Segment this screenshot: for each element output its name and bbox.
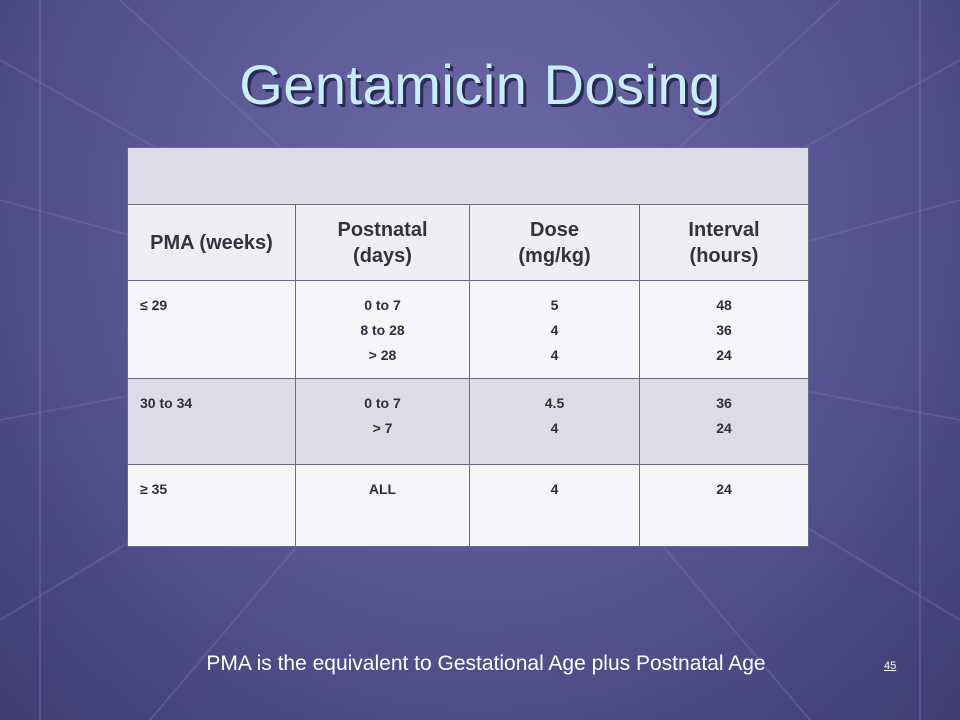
page-number: 45 <box>884 660 897 672</box>
header-interval: Interval (hours) <box>639 204 809 281</box>
header-postnatal: Postnatal (days) <box>295 204 470 281</box>
table-header-row: PMA (weeks) Postnatal (days) Dose (mg/kg… <box>127 204 809 281</box>
cell-pma: ≤ 29 <box>127 280 296 379</box>
cell-postnatal: 0 to 7 > 7 <box>295 378 470 465</box>
header-pma: PMA (weeks) <box>127 204 296 281</box>
cell-postnatal: 0 to 7 8 to 28 > 28 <box>295 280 470 379</box>
cell-pma: ≥ 35 <box>127 464 296 547</box>
table-row: 30 to 34 0 to 7 > 7 4.5 4 36 24 <box>127 378 809 465</box>
header-dose: Dose (mg/kg) <box>469 204 640 281</box>
cell-interval: 36 24 <box>639 378 809 465</box>
slide-footnote: PMA is the equivalent to Gestational Age… <box>206 652 766 675</box>
table-blank-cell <box>127 147 809 205</box>
gentamicin-dosing-table: PMA (weeks) Postnatal (days) Dose (mg/kg… <box>127 147 809 547</box>
table-blank-header-row <box>127 147 809 205</box>
cell-interval: 24 <box>639 464 809 547</box>
cell-dose: 4 <box>469 464 640 547</box>
table-row: ≥ 35 ALL 4 24 <box>127 464 809 547</box>
cell-interval: 48 36 24 <box>639 280 809 379</box>
cell-postnatal: ALL <box>295 464 470 547</box>
cell-dose: 4.5 4 <box>469 378 640 465</box>
cell-dose: 5 4 4 <box>469 280 640 379</box>
table-row: ≤ 29 0 to 7 8 to 28 > 28 5 4 4 48 36 24 <box>127 280 809 379</box>
slide-title: Gentamicin Dosing <box>239 53 721 116</box>
cell-pma: 30 to 34 <box>127 378 296 465</box>
